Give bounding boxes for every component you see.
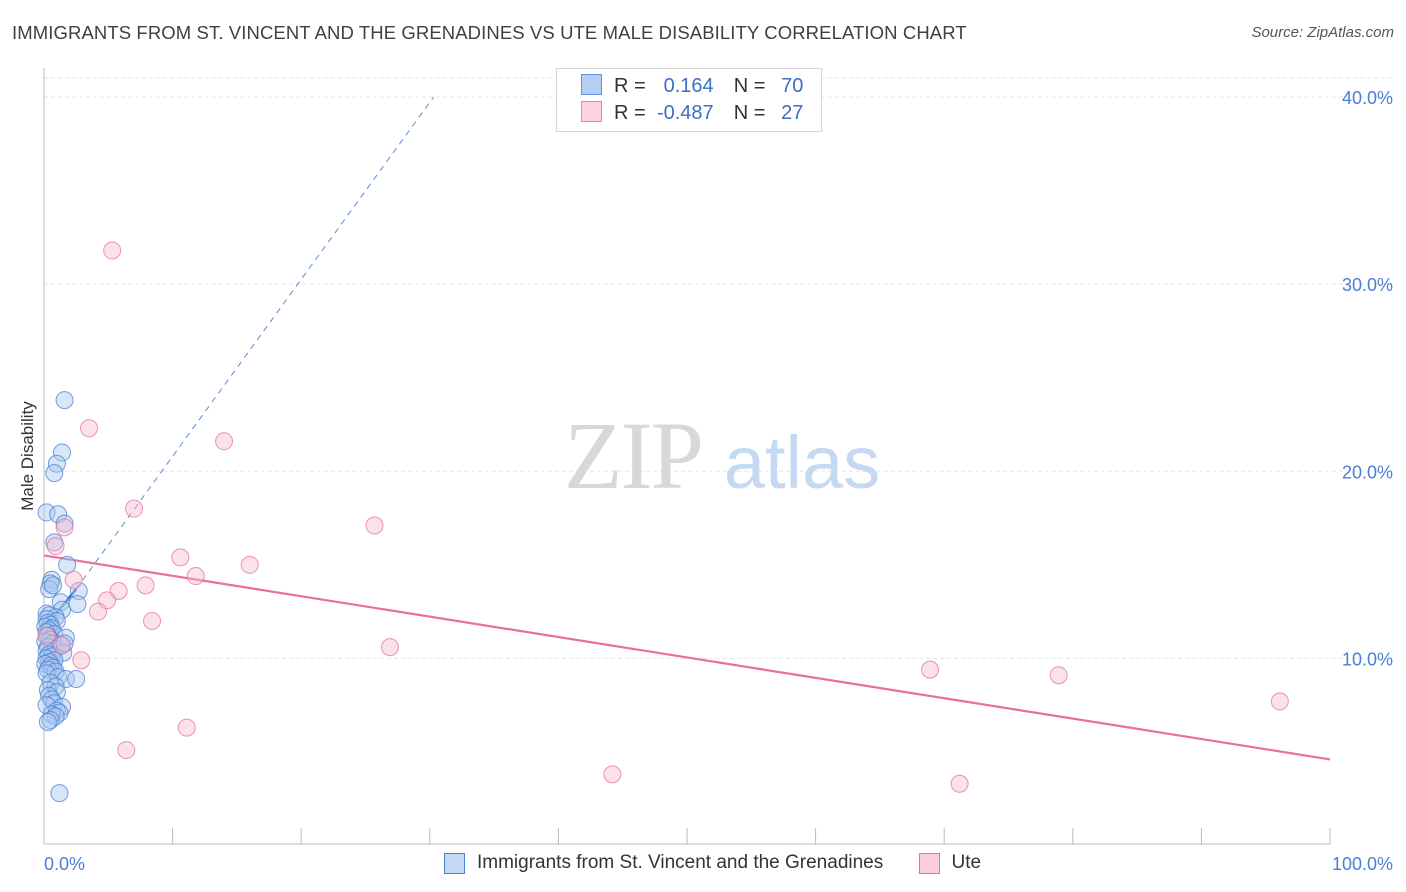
watermark-zip: ZIP [564, 402, 702, 509]
legend-r-label: R = [614, 102, 646, 124]
data-point-ute [177, 718, 196, 737]
y-tick-label: 30.0% [1342, 275, 1393, 295]
data-point-ute [365, 516, 384, 535]
legend-r-value: 0.164 [663, 75, 714, 97]
y-tick-label: 10.0% [1342, 649, 1393, 669]
data-point-ute [46, 537, 65, 556]
legend-label-ute: Ute [951, 852, 982, 873]
chart-title: IMMIGRANTS FROM ST. VINCENT AND THE GREN… [12, 22, 967, 43]
legend-n-label: N = [733, 102, 766, 124]
data-point-immigrants [55, 634, 74, 653]
legend-n-value: 27 [781, 102, 804, 124]
legend-n-label: N = [733, 75, 766, 97]
data-point-ute [103, 241, 122, 260]
legend-swatch-pink [581, 101, 602, 122]
data-point-immigrants [67, 669, 86, 688]
y-tick-label: 20.0% [1342, 462, 1393, 482]
data-point-immigrants [55, 514, 74, 533]
data-point-immigrants [41, 574, 60, 593]
data-point-ute [380, 638, 399, 657]
legend-swatch-pink [918, 852, 940, 874]
data-point-ute [136, 576, 155, 595]
data-point-ute [64, 570, 83, 589]
data-point-immigrants [50, 784, 69, 803]
data-point-immigrants [49, 505, 68, 524]
data-point-ute [603, 765, 622, 784]
data-point-immigrants [68, 595, 87, 614]
y-tick-label: 40.0% [1342, 88, 1393, 108]
data-point-ute [171, 548, 190, 567]
trend-line-blue-extension [75, 96, 435, 590]
data-point-immigrants [37, 503, 56, 522]
data-point-ute [55, 518, 74, 537]
data-point-immigrants [58, 555, 77, 574]
data-point-ute [72, 651, 91, 670]
data-point-ute [125, 499, 144, 518]
legend-swatch-blue [444, 852, 465, 874]
data-point-immigrants [54, 643, 73, 662]
legend-item-ute: Ute [918, 852, 982, 874]
legend-r-value: -0.487 [656, 102, 714, 124]
x-tick-label-min: 0.0% [44, 854, 85, 874]
data-point-immigrants [44, 576, 63, 595]
data-point-ute [37, 626, 56, 645]
data-point-ute [921, 660, 940, 679]
data-point-ute [117, 741, 136, 760]
data-point-ute [1049, 666, 1068, 685]
data-point-ute [1270, 692, 1289, 711]
data-point-ute [240, 555, 259, 574]
data-point-immigrants [53, 443, 72, 462]
legend-item-immigrants: Immigrants from St. Vincent and the Gren… [444, 852, 883, 874]
data-point-ute [215, 432, 234, 451]
series-legend: Immigrants from St. Vincent and the Gren… [444, 852, 1011, 880]
stats-legend: R = 0.164 N = 70 R = -0.487 N = 27 [556, 68, 822, 132]
data-point-ute [89, 602, 108, 621]
data-point-immigrants [55, 391, 74, 410]
chart-source: Source: ZipAtlas.com [1251, 24, 1394, 41]
data-points [36, 241, 1289, 803]
legend-row-series-1: R = 0.164 N = 70 [581, 74, 803, 100]
data-point-immigrants [38, 681, 57, 700]
data-point-ute [143, 611, 162, 630]
x-tick-label-max: 100.0% [1332, 854, 1393, 874]
data-point-immigrants [41, 711, 60, 730]
legend-swatch-blue [581, 74, 602, 95]
data-point-immigrants [45, 464, 64, 483]
trend-line-pink [43, 554, 1331, 761]
data-point-immigrants [69, 582, 88, 601]
data-point-ute [53, 636, 72, 655]
legend-row-series-2: R = -0.487 N = 27 [581, 101, 803, 127]
data-point-ute [80, 419, 99, 438]
legend-n-value: 70 [781, 75, 804, 97]
data-point-ute [950, 774, 969, 793]
data-point-immigrants [38, 712, 57, 731]
legend-label-immigrants: Immigrants from St. Vincent and the Gren… [477, 852, 884, 873]
y-axis-label: Male Disability [18, 401, 37, 511]
watermark: ZIP atlas [564, 402, 880, 509]
data-point-immigrants [56, 669, 75, 688]
legend-r-label: R = [614, 75, 646, 97]
tick-labels: 10.0% 20.0% 30.0% 40.0% 0.0% 100.0% [44, 88, 1393, 874]
data-point-ute [186, 567, 205, 586]
watermark-atlas: atlas [724, 421, 880, 504]
